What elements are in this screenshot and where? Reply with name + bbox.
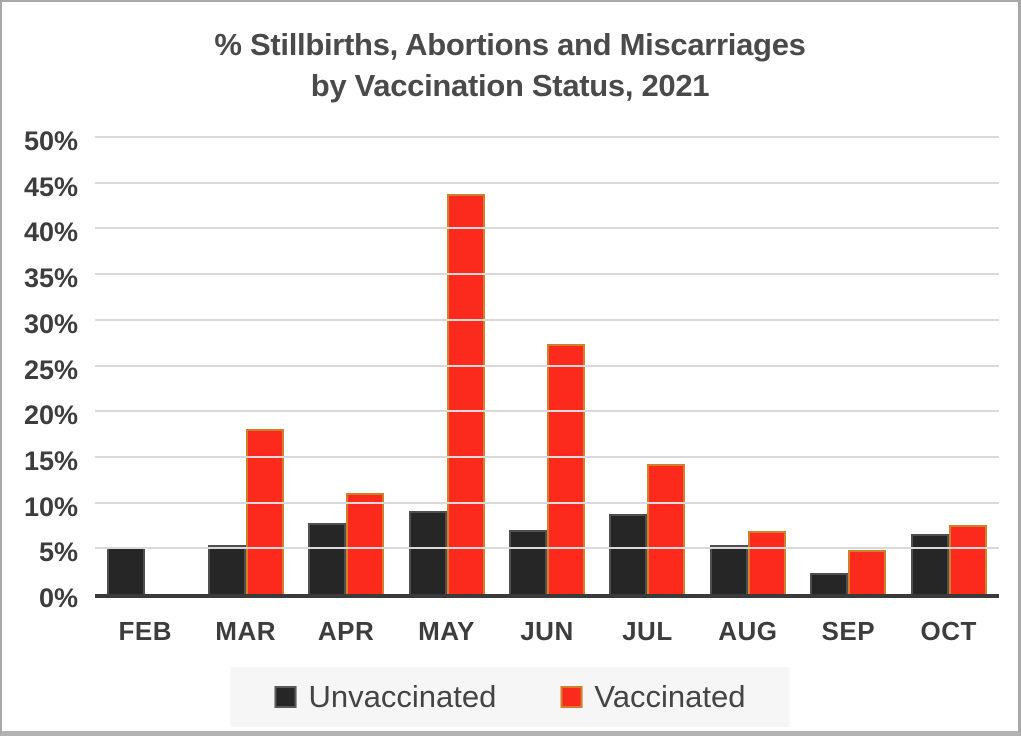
bar-vaccinated-sep [848, 550, 887, 594]
gridline-5% [95, 547, 999, 550]
bar-group-feb [95, 141, 195, 594]
bar-unvaccinated-jun [508, 530, 547, 594]
y-tick-label: 50% [23, 126, 78, 156]
chart-title: % Stillbirths, Abortions and Miscarriage… [2, 24, 1018, 106]
bar-group-apr [296, 141, 396, 594]
legend-swatch-icon [560, 686, 583, 708]
x-axis-labels: FEB MAR APR MAY JUN JUL AUG SEP OCT [95, 616, 999, 647]
x-tick-label-jul: JUL [622, 616, 673, 646]
bar-group-oct [899, 141, 999, 594]
gridline-20% [95, 410, 999, 413]
bar-unvaccinated-may [408, 510, 447, 594]
bar-vaccinated-mar [245, 428, 284, 594]
bar-vaccinated-jul [647, 464, 686, 594]
gridline-40% [95, 227, 999, 230]
x-tick-label-aug: AUG [718, 616, 778, 646]
bar-unvaccinated-apr [308, 522, 347, 594]
legend-item-unvaccinated: Unvaccinated [274, 679, 497, 715]
gridline-35% [95, 273, 999, 276]
y-tick-label: 30% [23, 308, 78, 339]
bar-vaccinated-may [446, 193, 485, 594]
chart-title-line1: % Stillbirths, Abortions and Miscarriage… [214, 27, 806, 62]
bar-vaccinated-aug [747, 530, 786, 594]
chart-title-line2: by Vaccination Status, 2021 [310, 68, 710, 103]
y-tick-label: 20% [23, 400, 78, 431]
x-tick-label-may: MAY [418, 616, 475, 646]
y-tick-label: 10% [23, 491, 78, 522]
bar-group-jun [497, 141, 597, 594]
bar-unvaccinated-mar [207, 544, 246, 594]
y-tick-label: 15% [23, 445, 78, 476]
bar-unvaccinated-feb [107, 547, 146, 594]
bars-row [95, 141, 999, 594]
x-tick-label-oct: OCT [920, 616, 977, 646]
bar-unvaccinated-sep [810, 572, 849, 594]
plot-area [95, 136, 999, 598]
bar-vaccinated-oct [948, 524, 987, 594]
y-tick-label: 5% [38, 537, 78, 568]
gridline-50% [95, 136, 999, 138]
y-tick-label: 45% [23, 171, 78, 202]
gridline-10% [95, 501, 999, 504]
gridline-25% [95, 364, 999, 367]
bar-vaccinated-jun [546, 344, 585, 594]
x-tick-label-jun: JUN [520, 616, 574, 646]
x-tick-label-mar: MAR [215, 616, 277, 646]
legend: Unvaccinated Vaccinated [230, 667, 790, 727]
bar-vaccinated-apr [346, 492, 385, 594]
x-tick-label-sep: SEP [821, 616, 876, 646]
x-tick-label-apr: APR [317, 616, 375, 646]
legend-label: Unvaccinated [308, 679, 497, 714]
bar-group-may [396, 141, 496, 594]
gridline-30% [95, 318, 999, 321]
bar-group-aug [698, 141, 798, 594]
x-tick-label-feb: FEB [118, 616, 172, 646]
bar-unvaccinated-jul [609, 514, 648, 594]
y-tick-label: 35% [23, 263, 78, 294]
gridline-45% [95, 181, 999, 184]
y-tick-label: 40% [23, 217, 78, 248]
bar-unvaccinated-aug [709, 544, 748, 594]
bar-group-sep [798, 141, 898, 594]
legend-swatch-icon [274, 686, 297, 708]
legend-label: Vaccinated [594, 679, 746, 714]
y-tick-label: 25% [23, 354, 78, 385]
gridline-15% [95, 455, 999, 458]
bar-unvaccinated-oct [910, 533, 949, 594]
legend-item-vaccinated: Vaccinated [560, 679, 745, 715]
bar-group-jul [597, 141, 697, 594]
bar-group-mar [195, 141, 295, 594]
y-tick-label: 0% [38, 583, 78, 613]
